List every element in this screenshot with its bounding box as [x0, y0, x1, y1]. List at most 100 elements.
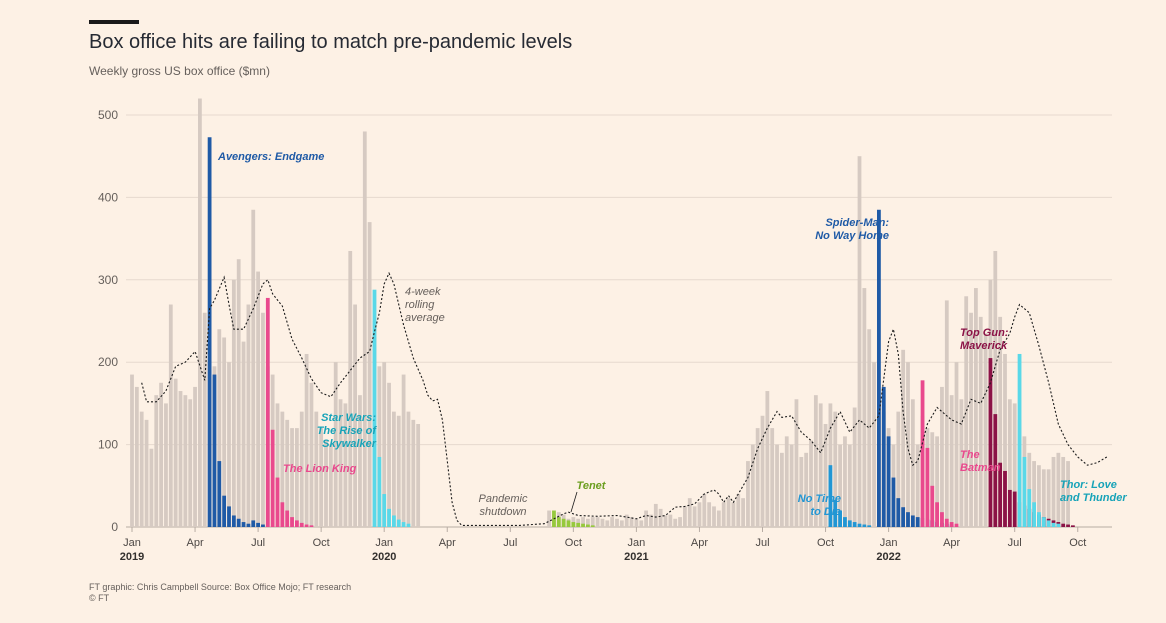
total-gross-bar — [760, 415, 765, 527]
film-gross-bar — [372, 289, 377, 527]
film-gross-bar — [1046, 520, 1051, 527]
film-gross-bar — [920, 380, 925, 527]
total-gross-bar — [716, 510, 721, 527]
film-gross-bar — [275, 477, 280, 527]
total-gross-bar — [198, 98, 202, 528]
film-gross-bar — [586, 524, 590, 527]
film-gross-bar — [256, 522, 260, 527]
annotation-label: No Time to Die — [798, 493, 841, 518]
total-gross-bar — [581, 517, 585, 527]
total-gross-bar — [818, 403, 823, 527]
film-gross-bar — [265, 297, 270, 527]
total-gross-bar — [178, 391, 183, 527]
total-gross-bar — [382, 362, 387, 527]
total-gross-bar — [775, 444, 779, 527]
total-gross-bar — [416, 424, 421, 527]
film-gross-bar — [377, 456, 382, 527]
total-gross-bar — [290, 428, 294, 527]
film-gross-bar — [891, 477, 896, 527]
film-gross-bar — [207, 137, 212, 528]
x-tick-label: Apr — [691, 537, 708, 549]
film-gross-bar — [906, 512, 910, 527]
total-gross-bar — [954, 362, 959, 527]
tenet-connector — [570, 491, 578, 513]
film-gross-bar — [251, 520, 256, 527]
total-gross-bar — [159, 382, 163, 527]
total-gross-bar — [134, 386, 139, 527]
total-gross-bar — [794, 399, 799, 527]
total-gross-bar — [867, 329, 872, 527]
total-gross-bar — [202, 312, 207, 527]
film-gross-bar — [838, 510, 842, 527]
film-gross-bar — [280, 502, 285, 527]
annotation-label: Thor: Love and Thunder — [1060, 479, 1127, 504]
total-gross-bar — [1012, 403, 1017, 527]
total-gross-bar — [964, 296, 969, 527]
total-gross-bar — [304, 353, 309, 527]
total-gross-bar — [857, 156, 862, 527]
total-gross-bar — [295, 428, 299, 527]
total-gross-bar — [367, 222, 372, 527]
total-gross-bar — [687, 498, 692, 527]
total-gross-bar — [619, 520, 624, 527]
total-gross-bar — [217, 329, 222, 527]
total-gross-bar — [658, 508, 663, 527]
total-gross-bar — [862, 288, 867, 527]
film-gross-bar — [901, 507, 906, 527]
film-gross-bar — [236, 518, 241, 527]
film-gross-bar — [295, 520, 299, 527]
total-gross-bar — [935, 436, 939, 527]
total-gross-bar — [843, 436, 847, 527]
total-gross-bar — [319, 428, 324, 527]
total-gross-bar — [328, 444, 333, 527]
total-gross-bar — [154, 395, 159, 527]
total-gross-bar — [993, 250, 998, 527]
film-gross-bar — [1012, 491, 1017, 527]
annotation-label: Spider-Man: No Way Home — [815, 217, 889, 242]
total-gross-bar — [241, 341, 246, 527]
copyright: © FT — [89, 593, 110, 603]
film-gross-bar — [212, 374, 217, 527]
total-gross-bar — [333, 362, 338, 527]
total-gross-bar — [629, 517, 634, 527]
film-gross-bar — [944, 518, 949, 527]
film-gross-bar — [925, 447, 930, 527]
total-gross-bar — [387, 382, 391, 527]
total-gross-bar — [974, 288, 978, 527]
annotation-label: 4-week rolling average — [405, 286, 445, 324]
x-tick-label: Oct — [1069, 537, 1086, 549]
total-gross-bar — [246, 304, 251, 527]
film-gross-bar — [843, 517, 847, 527]
film-gross-bar — [930, 485, 935, 527]
total-gross-bar — [983, 333, 988, 527]
total-gross-bar — [615, 518, 619, 527]
total-gross-bar — [590, 517, 595, 527]
film-gross-bar — [241, 522, 246, 527]
chart-subtitle: Weekly gross US box office ($mn) — [89, 64, 270, 78]
x-tick-label: Jan — [375, 537, 393, 549]
total-gross-bar — [721, 502, 726, 527]
total-gross-bar — [1003, 353, 1007, 527]
annotation-label: Star Wars: The Rise of Skywalker — [317, 412, 378, 450]
total-gross-bar — [833, 411, 838, 527]
total-gross-bar — [275, 403, 280, 527]
film-gross-bar — [566, 520, 571, 527]
film-gross-bar — [556, 517, 561, 527]
total-gross-bar — [358, 395, 362, 527]
x-tick-year: 2019 — [120, 551, 144, 563]
total-gross-bar — [712, 506, 716, 527]
x-tick-label: Jan — [123, 537, 141, 549]
total-gross-bar — [969, 312, 973, 527]
film-gross-bar — [392, 515, 396, 527]
chart-title: Box office hits are failing to match pre… — [89, 31, 573, 53]
x-tick-label: Jul — [755, 537, 769, 549]
total-gross-bar — [600, 518, 605, 527]
total-gross-bar — [668, 514, 673, 527]
film-gross-bar — [396, 519, 401, 527]
total-gross-bar — [896, 411, 901, 527]
y-tick-label: 300 — [98, 273, 118, 287]
total-gross-bar — [261, 312, 265, 527]
film-gross-bar — [1071, 525, 1075, 527]
total-gross-bar — [256, 271, 260, 527]
film-gross-bar — [561, 518, 566, 527]
